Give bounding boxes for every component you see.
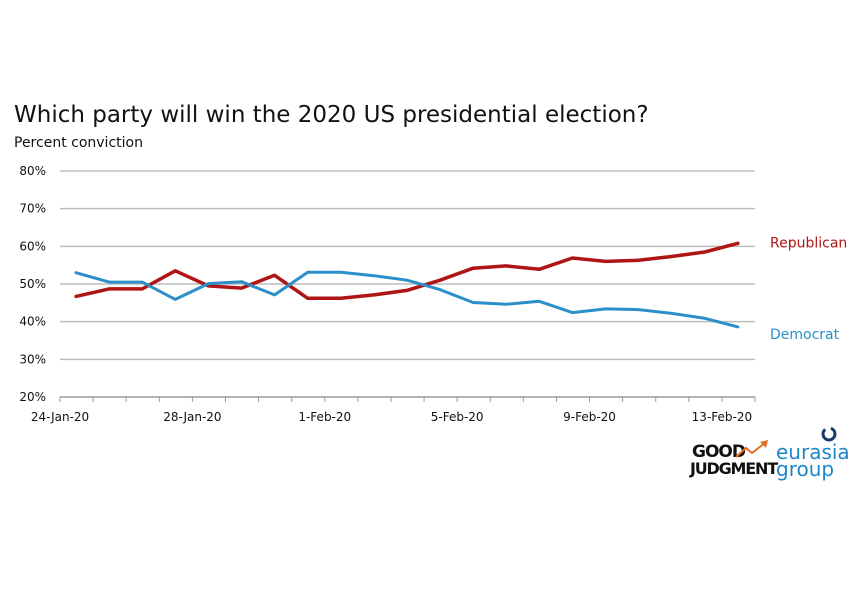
trend-arrow-icon [735, 441, 767, 458]
y-tick-label: 60% [19, 239, 46, 253]
good-judgment-logo: GOOD JUDGMENT [689, 440, 779, 478]
y-tick-label: 20% [19, 390, 46, 404]
y-tick-label: 80% [19, 164, 46, 178]
y-tick-label: 70% [19, 202, 46, 216]
series-lines [74, 241, 740, 329]
eurasia-logo-line1: eurasia [776, 440, 850, 464]
trend-arrowhead-icon [760, 440, 768, 448]
series-label-democrat: Democrat [770, 327, 840, 343]
grid-lines [60, 170, 755, 361]
series-label-republican: Republican [770, 235, 847, 251]
good-judgment-logo-line2: JUDGMENT [689, 459, 778, 478]
x-tick-label: 28-Jan-20 [163, 410, 221, 424]
x-tick-label: 9-Feb-20 [563, 410, 616, 424]
y-tick-label: 40% [19, 315, 46, 329]
good-judgment-logo-line1: GOOD [692, 442, 746, 462]
chart-title: Which party will win the 2020 US preside… [14, 102, 649, 128]
series-labels: Republican Democrat [770, 235, 847, 343]
series-line-democrat [74, 270, 740, 329]
eurasia-swirl-icon [821, 426, 837, 442]
x-tick-label: 1-Feb-20 [298, 410, 351, 424]
y-tick-label: 30% [19, 352, 46, 366]
chart-subtitle: Percent conviction [14, 135, 143, 151]
axes: 20% 30% 40% 50% 60% 70% 80% 24-Jan-20 28-Jan-20 1… [19, 164, 756, 424]
x-tick-label: 13-Feb-20 [692, 410, 752, 424]
x-tick-label: 24-Jan-20 [31, 410, 89, 424]
eurasia-logo-line2: group [776, 457, 834, 481]
eurasia-group-logo: eurasia group [776, 426, 850, 481]
y-tick-label: 50% [19, 277, 46, 291]
x-tick-label: 5-Feb-20 [431, 410, 484, 424]
